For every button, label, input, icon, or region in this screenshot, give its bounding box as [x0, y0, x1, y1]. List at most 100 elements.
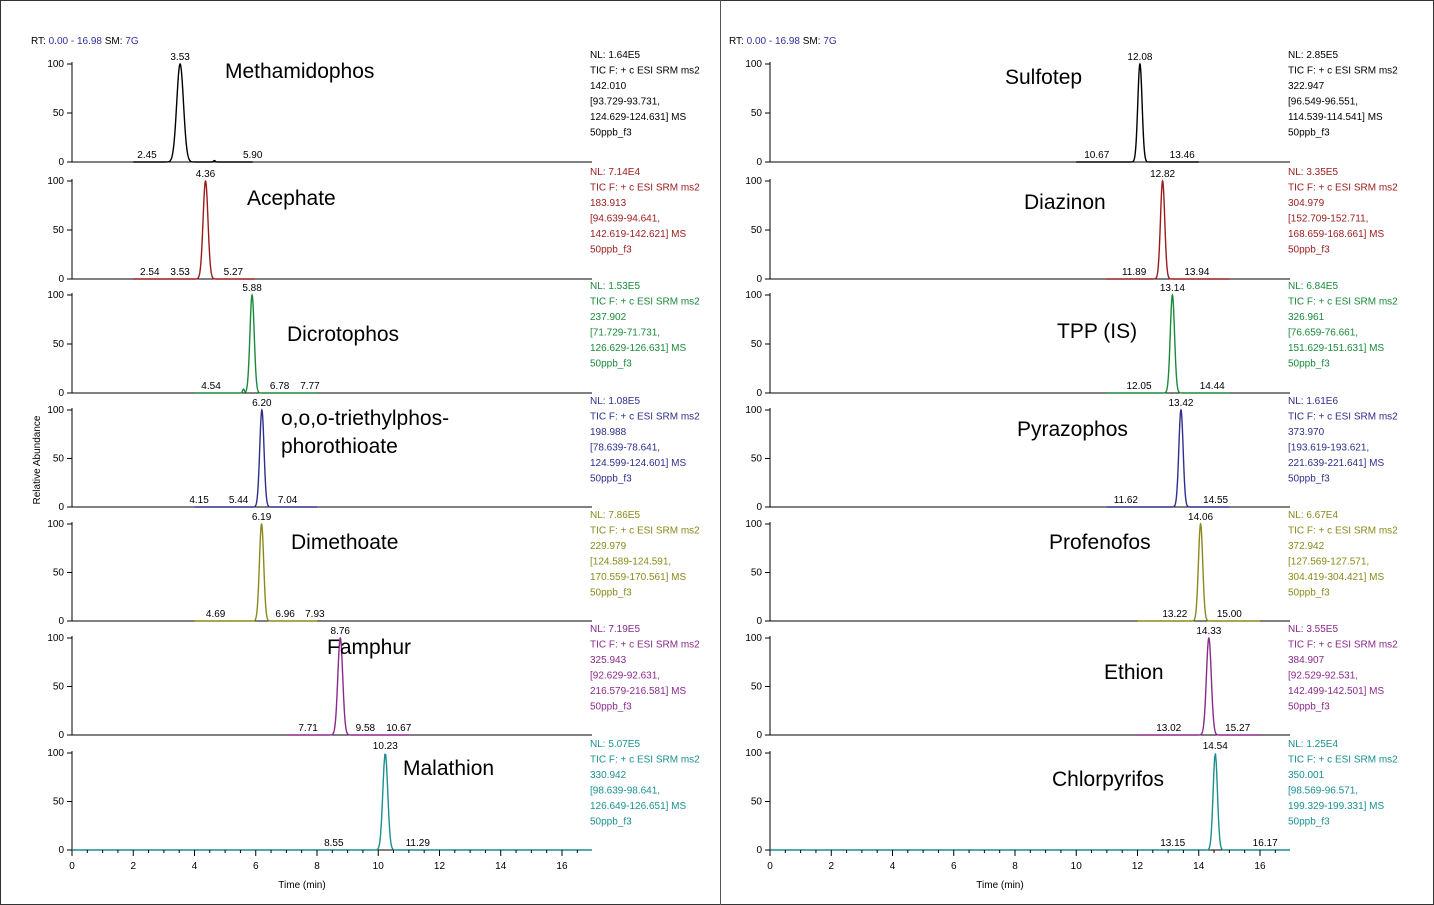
trace-famphur: 0 50 100 8.76 7.71 9.58 10.67 Famphur NL: 7.19E5… [47, 624, 700, 741]
trace-info-line: [93.729-93.731, [590, 97, 660, 108]
y-tick-label: 0 [756, 388, 762, 399]
y-tick-label: 0 [58, 274, 64, 285]
trace-methamidophos: 0 50 100 3.53 2.45 5.90 Methamidophos NL: 1.64E… [47, 50, 700, 168]
trace-info-line: 114.539-114.541] MS [1288, 112, 1383, 123]
peak-label: 7.77 [300, 381, 320, 392]
peak-label: 6.96 [275, 609, 295, 620]
trace-info-line: 142.010 [590, 81, 627, 92]
trace-info-line: 372.942 [1288, 541, 1325, 552]
trace-info-line: NL: 1.64E5 [590, 50, 640, 61]
x-tick-label: 2 [130, 861, 136, 872]
trace-info-line: 124.629-124.631] MS [590, 112, 687, 123]
peak-label: 6.20 [252, 398, 272, 409]
trace-info-line: [152.709-152.711, [1288, 214, 1368, 225]
compound-name: Acephate [247, 187, 336, 210]
y-tick-label: 0 [58, 616, 64, 627]
trace-info-line: NL: 2.85E5 [1288, 50, 1338, 61]
trace-info-line: NL: 7.86E5 [590, 510, 640, 521]
trace-info-line: 50ppb_f3 [1288, 588, 1330, 599]
trace-info-line: NL: 5.07E5 [590, 739, 640, 750]
y-tick-label: 100 [47, 633, 64, 644]
trace-info-line: 142.499-142.501] MS [1288, 686, 1385, 697]
compound-name-line2: phorothioate [281, 435, 398, 458]
trace-info-line: [124.589-124.591, [590, 557, 671, 568]
trace-info-line: 168.659-168.661] MS [1288, 229, 1385, 240]
y-tick-label: 100 [745, 748, 762, 759]
trace-info-line: 170.559-170.561] MS [590, 572, 687, 583]
x-tick-label: 2 [828, 861, 834, 872]
trace-info-line: 50ppb_f3 [1288, 128, 1330, 139]
y-tick-label: 50 [53, 108, 65, 119]
trace-info-line: 373.970 [1288, 427, 1325, 438]
peak-label: 16.17 [1253, 838, 1278, 849]
trace-info-line: NL: 1.53E5 [590, 281, 640, 292]
peak-label: 12.82 [1150, 169, 1175, 180]
peak-label: 11.89 [1122, 267, 1147, 278]
trace-info-line: 50ppb_f3 [1288, 474, 1330, 485]
trace-info-line: TIC F: + c ESI SRM ms2 [1288, 183, 1398, 194]
peak-label: 14.55 [1203, 495, 1228, 506]
peak-label: 13.94 [1184, 267, 1209, 278]
x-tick-label: 4 [192, 861, 198, 872]
peak-label: 8.55 [324, 838, 344, 849]
x-tick-label: 8 [314, 861, 320, 872]
peak-label: 5.44 [229, 495, 249, 506]
trace-line [1137, 522, 1260, 622]
y-tick-label: 0 [756, 616, 762, 627]
trace-info-line: NL: 1.08E5 [590, 396, 640, 407]
compound-name: Sulfotep [1005, 66, 1082, 89]
trace-info-line: 325.943 [590, 655, 627, 666]
trace-line [286, 636, 409, 736]
peak-label: 4.15 [189, 495, 209, 506]
trace-info-line: 384.907 [1288, 655, 1325, 666]
peak-label: 13.15 [1160, 838, 1185, 849]
trace-info-line: TIC F: + c ESI SRM ms2 [590, 526, 700, 537]
peak-label: 2.45 [137, 150, 157, 161]
trace-info-line: NL: 3.55E5 [1288, 624, 1338, 635]
trace-line [194, 293, 317, 394]
y-tick-label: 100 [745, 59, 762, 70]
peak-label: 14.06 [1188, 512, 1213, 523]
trace-info-line: 237.902 [590, 312, 627, 323]
compound-name: Dimethoate [291, 531, 398, 554]
x-tick-label: 14 [495, 861, 507, 872]
x-tick-label: 16 [1254, 861, 1266, 872]
compound-name: Malathion [403, 757, 494, 780]
y-tick-label: 0 [58, 388, 64, 399]
x-tick-label: 4 [890, 861, 896, 872]
peak-label: 4.36 [196, 169, 216, 180]
trace-chlorpyrifos: 0 50 100 14.54 13.15 16.17 Chlorpyrifos NL: 1.2… [745, 739, 1398, 856]
trace-profenofos: 0 50 100 14.06 13.22 15.00 Profenofos NL: 6.67E… [745, 510, 1398, 627]
y-tick-label: 50 [53, 568, 65, 579]
x-tick-label: 10 [373, 861, 385, 872]
peak-label: 10.67 [386, 723, 411, 734]
peak-label: 4.54 [201, 381, 221, 392]
trace-info-line: 50ppb_f3 [590, 702, 632, 713]
compound-name: Ethion [1104, 661, 1164, 684]
x-tick-label: 10 [1071, 861, 1083, 872]
x-tick-label: 12 [434, 861, 446, 872]
peak-label: 15.00 [1217, 609, 1242, 620]
peak-label: 2.54 [140, 267, 160, 278]
trace-ethion: 0 50 100 14.33 13.02 15.27 Ethion NL: 3.55E5 TIC… [745, 624, 1398, 741]
chart-header: RT: 0.00 - 16.98 SM: 7G [31, 36, 139, 47]
trace-o-o-o-triethylphos-: 0 50 100 6.20 4.15 5.44 7.04 o,o,o-triethylphos… [47, 396, 700, 513]
peak-label: 10.67 [1084, 150, 1109, 161]
peak-label: 5.88 [242, 283, 262, 294]
trace-info-line: [92.629-92.631, [590, 671, 660, 682]
trace-info-line: NL: 7.14E4 [590, 167, 640, 178]
trace-line [1106, 293, 1230, 394]
trace-sulfotep: 0 50 100 12.08 10.67 13.46 Sulfotep NL: 2.85E5 T… [745, 50, 1398, 168]
y-tick-label: 0 [756, 502, 762, 513]
y-tick-label: 0 [58, 502, 64, 513]
trace-line [770, 753, 1290, 851]
trace-diazinon: 0 50 100 12.82 11.89 13.94 Diazinon NL: 3.35E5 T… [745, 167, 1398, 285]
compound-name: Profenofos [1049, 531, 1151, 554]
panel-divider [720, 0, 721, 905]
trace-info-line: TIC F: + c ESI SRM ms2 [590, 640, 700, 651]
trace-info-line: 304.979 [1288, 198, 1325, 209]
peak-label: 4.69 [206, 609, 226, 620]
trace-info-line: TIC F: + c ESI SRM ms2 [590, 412, 700, 423]
y-tick-label: 50 [53, 454, 65, 465]
